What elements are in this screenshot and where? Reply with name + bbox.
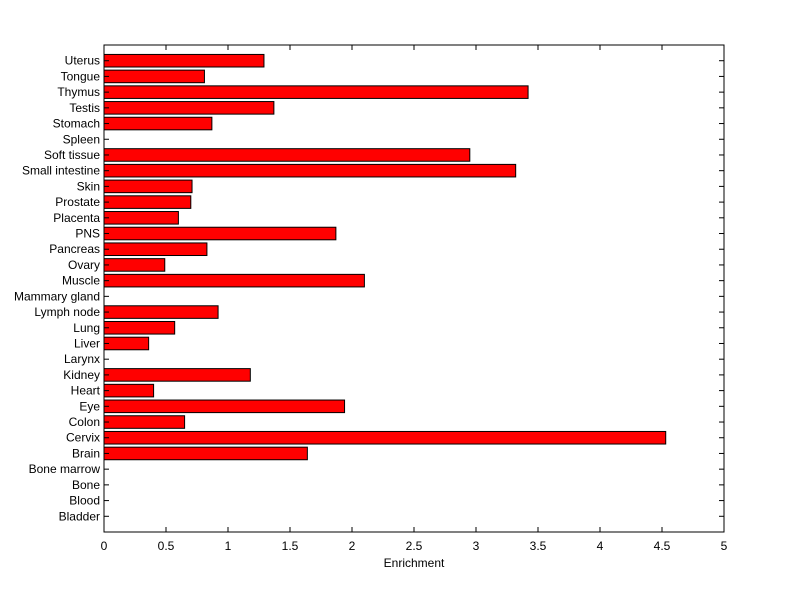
y-tick-label-eye: Eye: [79, 399, 100, 413]
y-tick-label-liver: Liver: [74, 336, 100, 350]
bar-thymus: [103, 85, 529, 99]
bar-heart: [103, 383, 155, 398]
bar-ovary: [103, 258, 166, 272]
y-tick-label-mammary-gland: Mammary gland: [14, 289, 100, 303]
bar-liver: [103, 336, 150, 351]
y-tick-label-bone: Bone: [72, 478, 100, 492]
x-tick-label-2: 2: [349, 539, 356, 553]
bar-pns: [103, 226, 337, 241]
x-tick-label-0-5: 0.5: [158, 539, 175, 553]
bar-pancreas: [103, 242, 208, 257]
bar-kidney: [103, 368, 251, 382]
x-tick-label-3-5: 3.5: [530, 539, 547, 553]
x-tick-label-3: 3: [473, 539, 480, 553]
bar-cervix: [103, 430, 667, 445]
y-tick-label-lymph-node: Lymph node: [34, 305, 100, 319]
bar-soft-tissue: [103, 148, 471, 162]
bar-brain: [103, 446, 308, 461]
y-tick-label-bone-marrow: Bone marrow: [29, 462, 101, 476]
bar-eye: [103, 399, 346, 414]
y-tick-label-kidney: Kidney: [63, 368, 100, 382]
y-tick-label-brain: Brain: [72, 446, 100, 460]
y-tick-label-lung: Lung: [73, 321, 100, 335]
y-tick-label-spleen: Spleen: [63, 132, 100, 146]
y-tick-label-testis: Testis: [69, 101, 100, 115]
y-tick-label-cervix: Cervix: [66, 431, 100, 445]
bar-placenta: [103, 211, 179, 225]
y-tick-label-blood: Blood: [69, 494, 100, 508]
bar-uterus: [103, 53, 265, 68]
x-tick-label-5: 5: [721, 539, 728, 553]
y-tick-label-heart: Heart: [71, 384, 101, 398]
x-tick-label-4: 4: [597, 539, 604, 553]
y-tick-label-stomach: Stomach: [53, 117, 100, 131]
y-tick-label-ovary: Ovary: [68, 258, 100, 272]
bar-prostate: [103, 195, 192, 209]
y-tick-label-bladder: Bladder: [59, 509, 100, 523]
y-tick-label-prostate: Prostate: [55, 195, 100, 209]
bar-small-intestine: [103, 163, 517, 178]
plot-frame: [103, 44, 725, 533]
x-tick-label-4-5: 4.5: [654, 539, 671, 553]
y-tick-label-uterus: Uterus: [65, 54, 100, 68]
x-tick-label-1-5: 1.5: [282, 539, 299, 553]
y-tick-label-pns: PNS: [75, 227, 100, 241]
y-tick-label-soft-tissue: Soft tissue: [44, 148, 100, 162]
bar-lymph-node: [103, 305, 219, 319]
y-tick-label-tongue: Tongue: [61, 69, 101, 83]
bar-tongue: [103, 69, 205, 84]
y-tick-label-muscle: Muscle: [62, 274, 100, 288]
y-tick-label-thymus: Thymus: [57, 85, 100, 99]
y-tick-label-skin: Skin: [77, 179, 100, 193]
bar-testis: [103, 101, 275, 115]
bar-lung: [103, 320, 176, 335]
x-tick-label-0: 0: [101, 539, 108, 553]
y-tick-label-placenta: Placenta: [53, 211, 100, 225]
x-tick-label-2-5: 2.5: [406, 539, 423, 553]
bar-colon: [103, 415, 186, 429]
y-tick-label-small-intestine: Small intestine: [22, 164, 100, 178]
x-axis-ticks: 0 0.5 1 1.5 2 2.5 3 3.5 4 4.5 5: [101, 45, 728, 553]
x-axis-label: Enrichment: [384, 556, 445, 570]
y-tick-label-larynx: Larynx: [64, 352, 100, 366]
bar-muscle: [103, 273, 365, 288]
y-tick-label-colon: Colon: [69, 415, 100, 429]
x-tick-label-1: 1: [225, 539, 232, 553]
bar-stomach: [103, 116, 213, 131]
y-tick-label-pancreas: Pancreas: [49, 242, 100, 256]
bar-skin: [103, 179, 193, 194]
